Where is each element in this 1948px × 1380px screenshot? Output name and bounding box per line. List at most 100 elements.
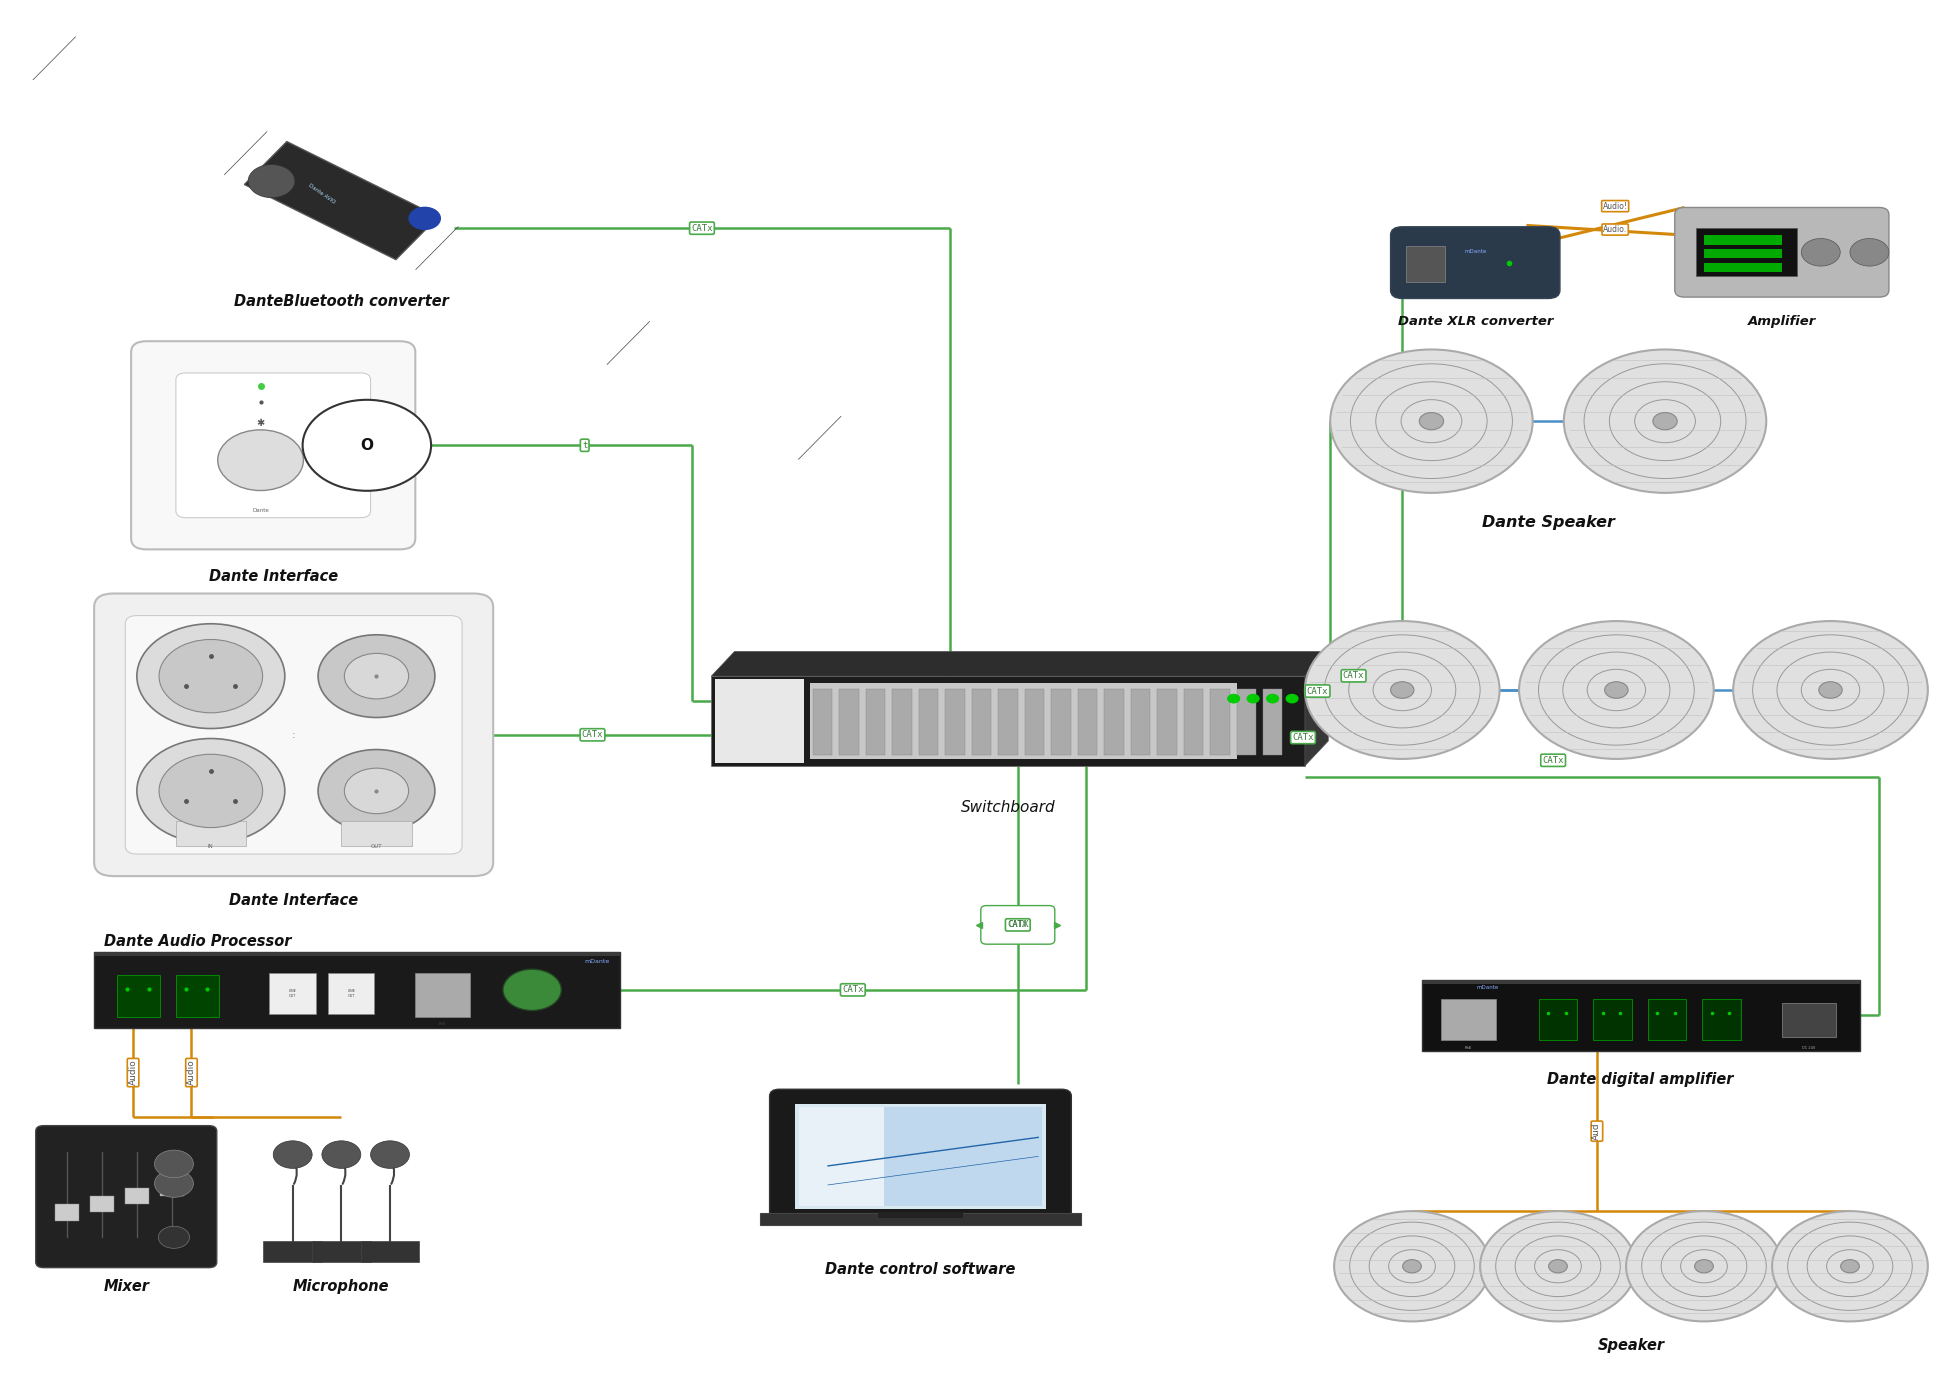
FancyBboxPatch shape	[125, 615, 462, 854]
Bar	[1210, 689, 1229, 755]
Bar	[919, 689, 939, 755]
Text: CATx: CATx	[1307, 686, 1329, 696]
Bar	[1782, 1003, 1837, 1038]
Bar	[1442, 999, 1496, 1041]
Text: PoE: PoE	[1465, 1046, 1473, 1050]
Bar	[360, 1242, 419, 1263]
Bar	[1025, 689, 1044, 755]
Polygon shape	[1305, 651, 1329, 766]
Circle shape	[154, 1150, 193, 1177]
FancyBboxPatch shape	[35, 1126, 216, 1268]
Text: OUT: OUT	[370, 843, 382, 849]
Text: ✱: ✱	[257, 418, 265, 428]
Text: Dante XLR converter: Dante XLR converter	[1397, 315, 1553, 328]
Circle shape	[370, 1141, 409, 1169]
FancyBboxPatch shape	[799, 1107, 1042, 1206]
Bar	[1157, 689, 1177, 755]
Circle shape	[321, 1141, 360, 1169]
Circle shape	[345, 653, 409, 698]
Circle shape	[1734, 621, 1929, 759]
Circle shape	[503, 969, 561, 1010]
Text: mDante: mDante	[1465, 250, 1486, 254]
Circle shape	[1773, 1212, 1929, 1322]
FancyBboxPatch shape	[715, 679, 805, 763]
Bar	[263, 1242, 321, 1263]
FancyBboxPatch shape	[711, 676, 1305, 766]
Circle shape	[218, 429, 304, 490]
Text: Audio: Audio	[187, 1060, 197, 1086]
Circle shape	[1627, 1212, 1782, 1322]
Circle shape	[318, 635, 434, 718]
FancyBboxPatch shape	[810, 683, 1237, 759]
Text: Switchboard: Switchboard	[960, 800, 1056, 816]
Bar	[1704, 235, 1782, 244]
FancyBboxPatch shape	[799, 1107, 884, 1206]
Bar	[945, 689, 964, 755]
FancyBboxPatch shape	[1391, 226, 1560, 298]
Text: mDante: mDante	[1477, 985, 1498, 989]
Bar	[812, 689, 832, 755]
Circle shape	[1247, 694, 1258, 702]
Circle shape	[136, 624, 284, 729]
Bar	[55, 1205, 78, 1221]
Bar	[997, 689, 1017, 755]
Bar	[1593, 999, 1632, 1041]
FancyBboxPatch shape	[175, 373, 370, 518]
Bar	[1130, 689, 1149, 755]
Circle shape	[1695, 1260, 1714, 1272]
Circle shape	[409, 207, 440, 229]
Circle shape	[1227, 694, 1239, 702]
Bar	[1704, 262, 1782, 272]
Bar	[312, 1242, 370, 1263]
Text: CATx: CATx	[842, 985, 863, 995]
Bar	[1648, 999, 1687, 1041]
Text: Mixer: Mixer	[103, 1279, 150, 1293]
Text: CATx: CATx	[582, 730, 604, 740]
Bar	[867, 689, 886, 755]
FancyBboxPatch shape	[1422, 980, 1860, 984]
Circle shape	[1549, 1260, 1568, 1272]
Bar	[117, 976, 160, 1017]
Text: CATx: CATx	[1543, 756, 1564, 765]
Bar	[125, 1188, 148, 1205]
FancyBboxPatch shape	[94, 593, 493, 876]
FancyBboxPatch shape	[94, 952, 619, 1028]
Circle shape	[1330, 349, 1533, 493]
Bar	[892, 689, 912, 755]
Text: LINE
OUT: LINE OUT	[288, 989, 296, 998]
Text: Audio.: Audio.	[1603, 225, 1627, 235]
Circle shape	[1654, 413, 1677, 429]
Circle shape	[158, 1227, 189, 1249]
Circle shape	[1480, 1212, 1636, 1322]
Bar	[1704, 248, 1782, 258]
Text: CATX: CATX	[1007, 920, 1029, 929]
Bar	[269, 973, 316, 1014]
Text: Amplifier: Amplifier	[1747, 315, 1816, 328]
FancyBboxPatch shape	[94, 952, 619, 956]
Text: :: :	[292, 730, 296, 740]
Circle shape	[247, 164, 294, 197]
Circle shape	[1605, 682, 1629, 698]
Circle shape	[1403, 1260, 1422, 1272]
Text: Dante control software: Dante control software	[826, 1263, 1015, 1276]
FancyBboxPatch shape	[1422, 980, 1860, 1052]
Bar	[327, 973, 374, 1014]
Text: Aud: Aud	[1592, 1122, 1601, 1140]
Circle shape	[136, 738, 284, 843]
Polygon shape	[244, 142, 438, 259]
FancyBboxPatch shape	[760, 1213, 1081, 1224]
Circle shape	[154, 1170, 193, 1198]
Bar	[1077, 689, 1097, 755]
Text: Audio!: Audio!	[1603, 201, 1629, 211]
Circle shape	[1851, 239, 1890, 266]
Circle shape	[1802, 239, 1841, 266]
Circle shape	[160, 755, 263, 828]
Bar	[1406, 246, 1445, 282]
Bar	[175, 976, 218, 1017]
Circle shape	[1334, 1212, 1490, 1322]
Circle shape	[160, 639, 263, 713]
Text: Dante: Dante	[251, 508, 269, 513]
Text: IN: IN	[208, 843, 214, 849]
FancyBboxPatch shape	[879, 1212, 962, 1219]
Circle shape	[1391, 682, 1414, 698]
